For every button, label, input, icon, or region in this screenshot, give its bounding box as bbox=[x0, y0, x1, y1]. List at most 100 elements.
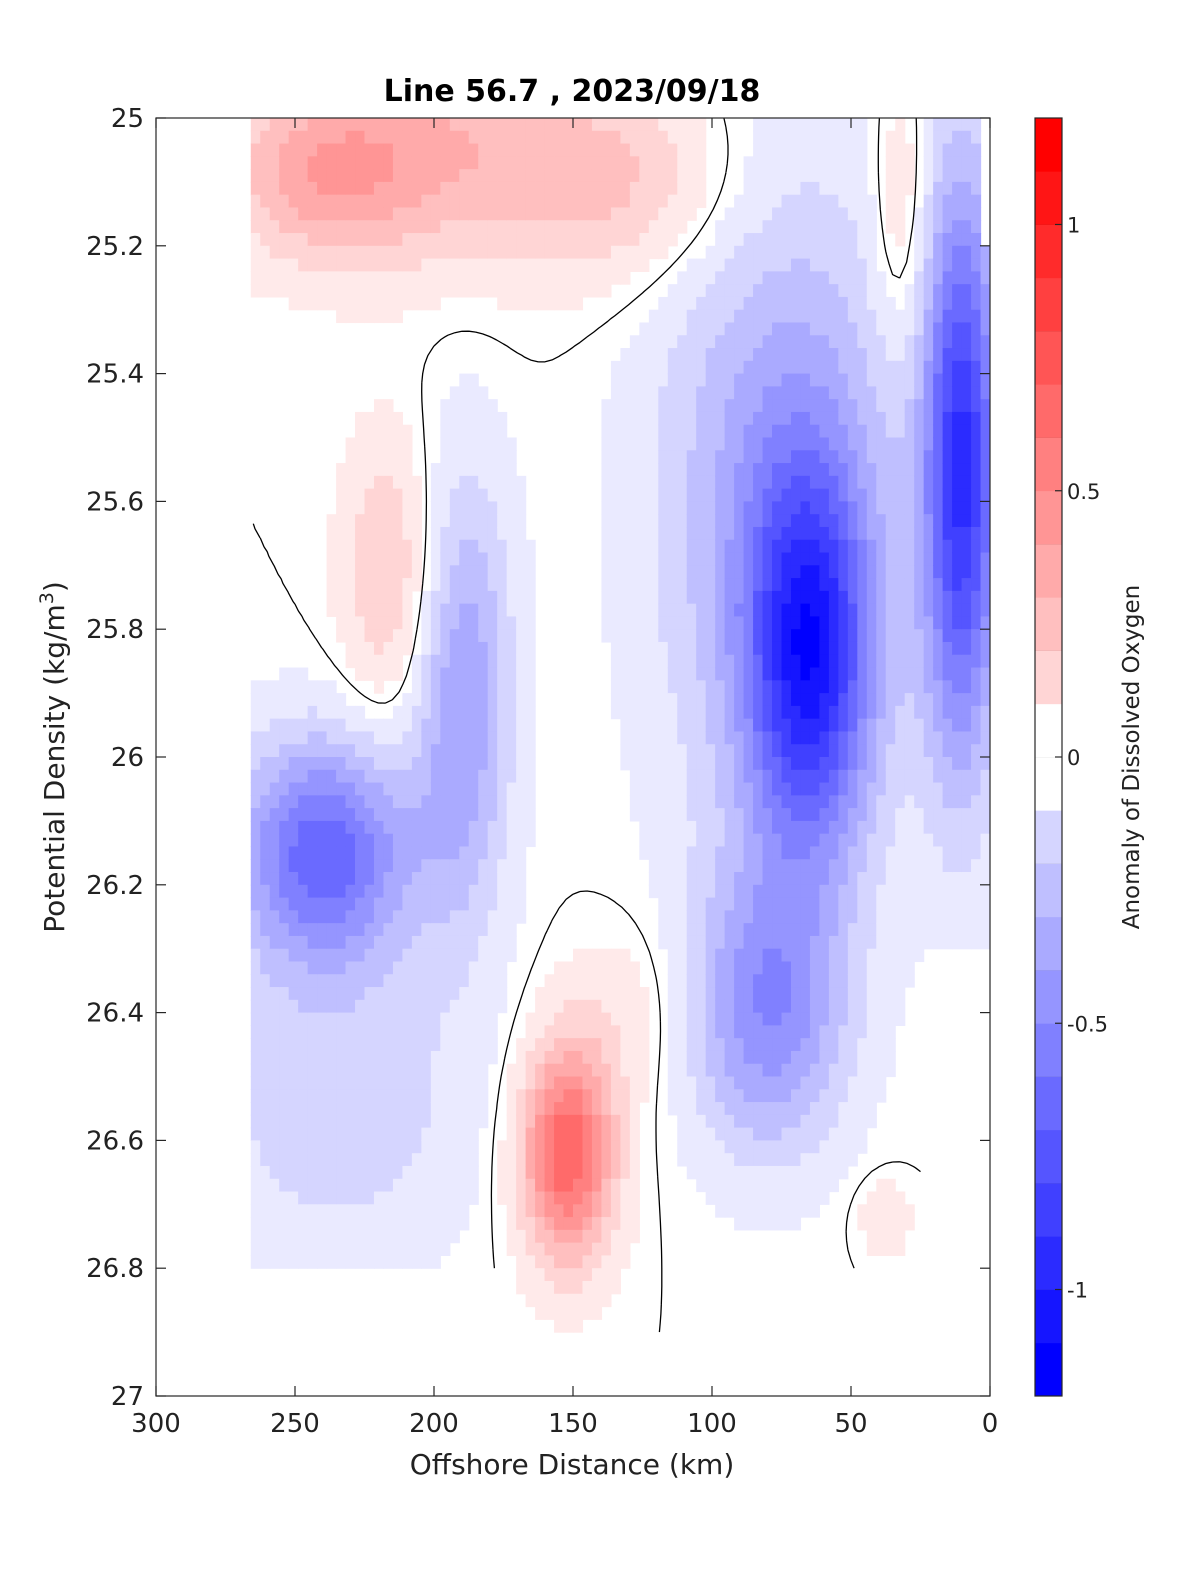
field-cell bbox=[421, 705, 432, 720]
field-cell bbox=[497, 705, 508, 720]
field-cell bbox=[525, 1242, 536, 1257]
field-cell bbox=[734, 680, 745, 694]
field-cell bbox=[402, 705, 413, 720]
field-cell bbox=[677, 667, 688, 681]
field-cell bbox=[345, 130, 356, 145]
field-cell bbox=[497, 552, 508, 566]
field-cell bbox=[364, 718, 375, 733]
field-cell bbox=[355, 1025, 366, 1039]
field-cell bbox=[857, 769, 868, 784]
field-cell bbox=[554, 118, 565, 132]
field-cell bbox=[326, 757, 337, 771]
field-cell bbox=[743, 1025, 754, 1039]
field-cell bbox=[828, 1012, 839, 1026]
field-cell bbox=[317, 910, 328, 924]
field-cell bbox=[809, 1038, 821, 1052]
field-cell bbox=[288, 1229, 299, 1244]
field-cell bbox=[857, 705, 868, 720]
field-cell bbox=[364, 514, 375, 528]
field-cell bbox=[355, 654, 366, 669]
field-cell bbox=[307, 1153, 318, 1167]
field-cell bbox=[516, 629, 527, 643]
field-cell bbox=[781, 1204, 792, 1218]
field-cell bbox=[790, 1165, 802, 1180]
field-cell bbox=[459, 463, 470, 477]
field-cell bbox=[838, 935, 849, 950]
field-cell bbox=[506, 1165, 517, 1180]
field-cell bbox=[402, 1140, 413, 1154]
field-cell bbox=[449, 616, 460, 630]
field-cell bbox=[838, 961, 849, 975]
field-cell bbox=[762, 463, 773, 477]
field-cell bbox=[459, 603, 470, 618]
field-cell bbox=[459, 1050, 470, 1065]
field-cell bbox=[373, 1089, 385, 1103]
field-cell bbox=[838, 833, 849, 848]
field-cell bbox=[440, 258, 451, 272]
field-cell bbox=[629, 450, 640, 464]
field-cell bbox=[487, 693, 498, 707]
field-cell bbox=[819, 693, 830, 707]
field-cell bbox=[392, 130, 404, 145]
field-cell bbox=[478, 1038, 489, 1052]
field-cell bbox=[601, 207, 612, 221]
field-cell bbox=[705, 757, 716, 771]
field-cell bbox=[260, 999, 271, 1014]
field-cell bbox=[838, 654, 849, 669]
field-cell bbox=[497, 169, 508, 183]
field-cell bbox=[307, 808, 318, 822]
field-cell bbox=[326, 1165, 337, 1180]
field-cell bbox=[449, 641, 460, 656]
field-cell bbox=[677, 309, 688, 324]
field-cell bbox=[430, 169, 441, 183]
field-cell bbox=[686, 1076, 697, 1090]
field-cell bbox=[620, 118, 631, 132]
field-cell bbox=[772, 526, 783, 541]
field-cell bbox=[336, 897, 347, 911]
field-cell bbox=[326, 782, 337, 796]
field-cell bbox=[392, 194, 404, 209]
field-cell bbox=[345, 1153, 356, 1167]
field-cell bbox=[677, 539, 688, 554]
field-cell bbox=[724, 629, 735, 643]
field-cell bbox=[468, 1063, 479, 1078]
field-cell bbox=[667, 501, 678, 515]
field-cell bbox=[828, 820, 839, 835]
field-cell bbox=[772, 769, 783, 784]
field-cell bbox=[373, 1178, 385, 1193]
field-cell bbox=[478, 1076, 489, 1090]
field-cell bbox=[459, 629, 470, 643]
field-cell bbox=[629, 1178, 640, 1193]
field-cell bbox=[478, 987, 489, 1001]
field-cell bbox=[904, 539, 915, 554]
field-cell bbox=[383, 974, 394, 988]
field-cell bbox=[885, 629, 896, 643]
field-cell bbox=[819, 450, 830, 464]
field-cell bbox=[468, 399, 479, 413]
field-cell bbox=[525, 578, 536, 592]
field-cell bbox=[364, 130, 375, 145]
field-cell bbox=[857, 603, 868, 618]
field-cell bbox=[269, 233, 280, 247]
field-cell bbox=[355, 450, 366, 464]
field-cell bbox=[696, 181, 707, 196]
field-cell bbox=[743, 923, 754, 937]
field-cell bbox=[724, 808, 735, 822]
field-cell bbox=[904, 935, 915, 950]
field-cell bbox=[326, 1076, 337, 1090]
field-cell bbox=[781, 552, 792, 566]
field-cell bbox=[620, 143, 631, 157]
field-cell bbox=[734, 1217, 745, 1231]
field-cell bbox=[279, 1038, 290, 1052]
field-cell bbox=[440, 769, 451, 784]
field-cell bbox=[857, 1204, 868, 1218]
field-cell bbox=[430, 207, 441, 221]
field-cell bbox=[696, 348, 707, 362]
field-cell bbox=[743, 194, 754, 209]
field-cell bbox=[819, 590, 830, 605]
field-cell bbox=[734, 603, 745, 618]
field-cell bbox=[639, 360, 650, 375]
field-cell bbox=[430, 897, 441, 911]
field-cell bbox=[781, 309, 792, 324]
field-cell bbox=[421, 207, 432, 221]
